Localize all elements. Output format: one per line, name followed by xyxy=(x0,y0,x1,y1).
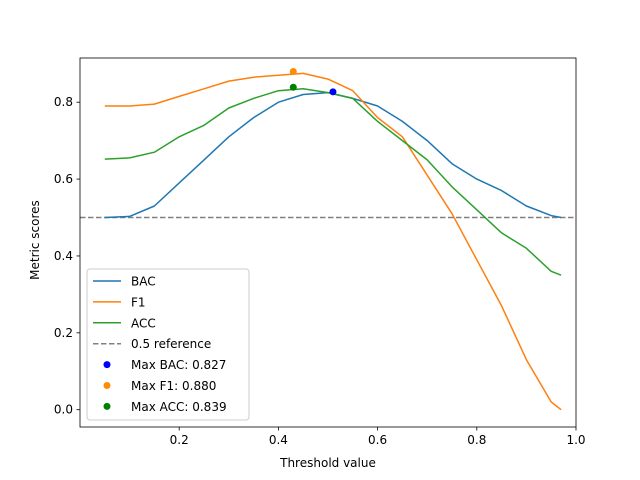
max-marker-0 xyxy=(329,88,337,96)
series-line-f1 xyxy=(104,72,562,411)
legend-label-max-2: Max ACC: 0.839 xyxy=(131,400,227,414)
series-line-acc xyxy=(104,88,562,276)
y-tick-label: 0.6 xyxy=(54,172,73,186)
x-axis-label: Threshold value xyxy=(279,456,376,470)
legend-label-max-1: Max F1: 0.880 xyxy=(131,379,216,393)
legend-label-max-0: Max BAC: 0.827 xyxy=(131,358,226,372)
y-tick-label: 0.0 xyxy=(54,403,73,417)
legend: BAC F1 ACC 0.5 reference Max BAC: 0.827 Max F… xyxy=(86,268,250,421)
legend-label-reference: 0.5 reference xyxy=(131,337,211,351)
y-tick-label: 0.2 xyxy=(54,326,73,340)
legend-swatch-max-0 xyxy=(103,361,111,369)
x-tick-label: 0.8 xyxy=(467,433,486,447)
y-axis-label: Metric scores xyxy=(28,200,42,280)
max-marker-1 xyxy=(289,67,297,75)
x-tick-label: 0.2 xyxy=(170,433,189,447)
x-tick-label: 0.4 xyxy=(269,433,288,447)
y-tick-label: 0.8 xyxy=(54,95,73,109)
x-tick-label: 0.6 xyxy=(368,433,387,447)
legend-swatch-max-2 xyxy=(103,402,111,410)
x-tick-label: 1.0 xyxy=(566,433,585,447)
max-marker-2 xyxy=(289,83,297,91)
legend-box xyxy=(86,268,250,421)
axes-frame xyxy=(79,57,577,428)
legend-label-acc: ACC xyxy=(131,316,156,330)
legend-label-bac: BAC xyxy=(131,275,156,289)
y-tick-label: 0.4 xyxy=(54,249,73,263)
plot-area: 0.2 0.4 0.6 0.8 1.0 0.0 0.2 0.4 0.6 0.8 BAC F1 ACC 0.… xyxy=(54,57,586,447)
legend-label-f1: F1 xyxy=(131,295,146,309)
legend-swatch-max-1 xyxy=(103,382,111,389)
